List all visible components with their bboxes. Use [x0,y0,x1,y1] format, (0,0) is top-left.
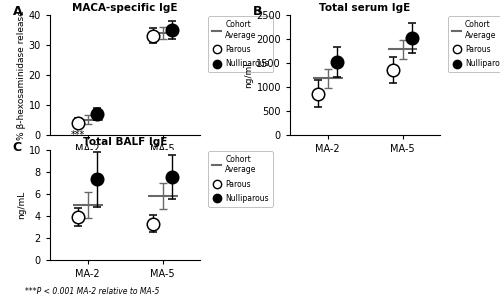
Legend: Cohort
Average, Parous, Nulliparous: Cohort Average, Parous, Nulliparous [208,16,272,72]
Text: C: C [12,141,22,154]
Y-axis label: ng/ml: ng/ml [244,62,254,88]
Text: A: A [12,5,22,18]
Title: MACA-specific IgE: MACA-specific IgE [72,3,178,13]
Legend: Cohort
Average, Parous, Nulliparous: Cohort Average, Parous, Nulliparous [448,16,500,72]
Text: B: B [252,5,262,18]
Title: Total serum IgE: Total serum IgE [320,3,410,13]
Y-axis label: % β-hexosaminidase release: % β-hexosaminidase release [17,10,26,140]
Y-axis label: ng/mL: ng/mL [17,191,26,219]
Title: Total BALF IgE: Total BALF IgE [83,137,167,147]
Text: ***: *** [70,130,85,140]
Legend: Cohort
Average, Parous, Nulliparous: Cohort Average, Parous, Nulliparous [208,151,272,207]
Text: ***P < 0.001 MA-2 relative to MA-5: ***P < 0.001 MA-2 relative to MA-5 [25,287,160,296]
